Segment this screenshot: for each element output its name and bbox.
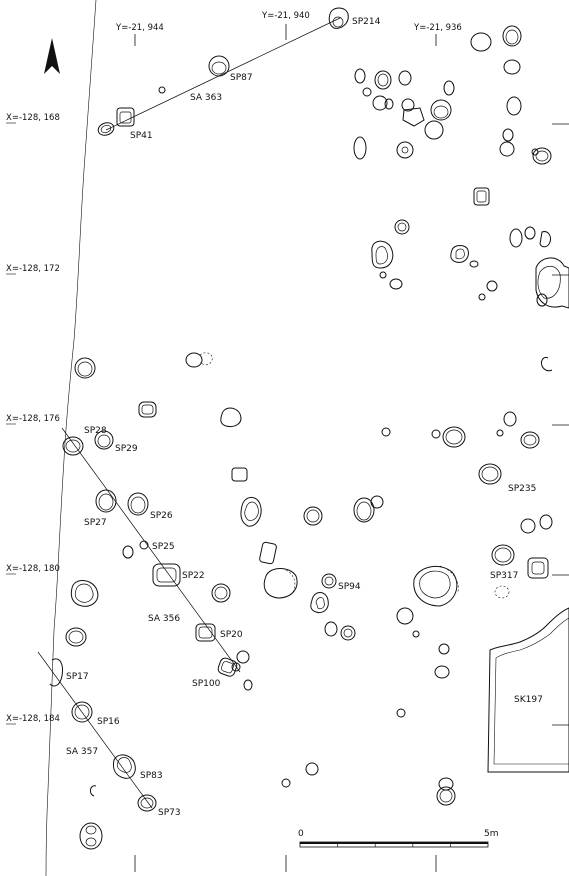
- grid-label-y-mid: Y=-21, 940: [261, 11, 310, 21]
- pit-sk197-outline: [487, 607, 569, 773]
- label-sp100: SP100: [192, 679, 221, 689]
- excavation-boundary: [45, 0, 97, 876]
- grid-label-y-right: Y=-21, 936: [413, 23, 462, 33]
- scale-start-label: 0: [298, 829, 304, 839]
- label-sp16: SP16: [97, 717, 120, 727]
- label-sp41: SP41: [130, 131, 153, 141]
- label-sa357: SA 357: [66, 747, 98, 757]
- label-sa356: SA 356: [148, 614, 180, 624]
- label-sp20: SP20: [220, 630, 243, 640]
- label-sp317: SP317: [490, 571, 518, 581]
- pit-cluster-lower: [49, 658, 456, 850]
- label-sp22: SP22: [182, 571, 205, 581]
- alignment-line-sa357: [37, 651, 153, 809]
- label-sp214: SP214: [352, 17, 381, 27]
- grid-label-x3: X=-128, 176: [6, 414, 60, 424]
- alignment-line-sa356: [61, 427, 241, 673]
- scale-end-label: 5m: [484, 829, 499, 839]
- label-sp27: SP27: [84, 518, 107, 528]
- pit-cluster-upper-right: [353, 25, 569, 372]
- grid-label-x1: X=-128, 168: [6, 113, 60, 123]
- label-sp87: SP87: [230, 73, 253, 83]
- label-sp25: SP25: [152, 542, 175, 552]
- label-sp28: SP28: [84, 426, 107, 436]
- label-sp73: SP73: [158, 808, 181, 818]
- grid-ticks: [134, 24, 569, 872]
- grid-label-x4: X=-128, 180: [6, 564, 60, 574]
- pit-group-sa363: [97, 7, 349, 136]
- label-sp29: SP29: [115, 444, 138, 454]
- pit-cluster-middle: [62, 352, 553, 691]
- label-sp26: SP26: [150, 511, 173, 521]
- scale-bar: 0 5m: [298, 829, 499, 848]
- grid-label-x2: X=-128, 172: [6, 264, 60, 274]
- label-sa363: SA 363: [190, 93, 222, 103]
- label-sp83: SP83: [140, 771, 163, 781]
- label-sk197: SK197: [514, 695, 543, 705]
- label-sp94: SP94: [338, 582, 361, 592]
- alignment-line-sa363: [105, 17, 341, 131]
- label-sp17: SP17: [66, 672, 89, 682]
- grid-label-y-left: Y=-21, 944: [115, 23, 164, 33]
- north-arrow-icon: [44, 38, 60, 74]
- grid-label-x5: X=-128, 184: [6, 714, 60, 724]
- feature-labels: SP214 SP87 SA 363 SP41 SP28 SP29 SP27 SP…: [66, 17, 543, 818]
- label-sp235: SP235: [508, 484, 536, 494]
